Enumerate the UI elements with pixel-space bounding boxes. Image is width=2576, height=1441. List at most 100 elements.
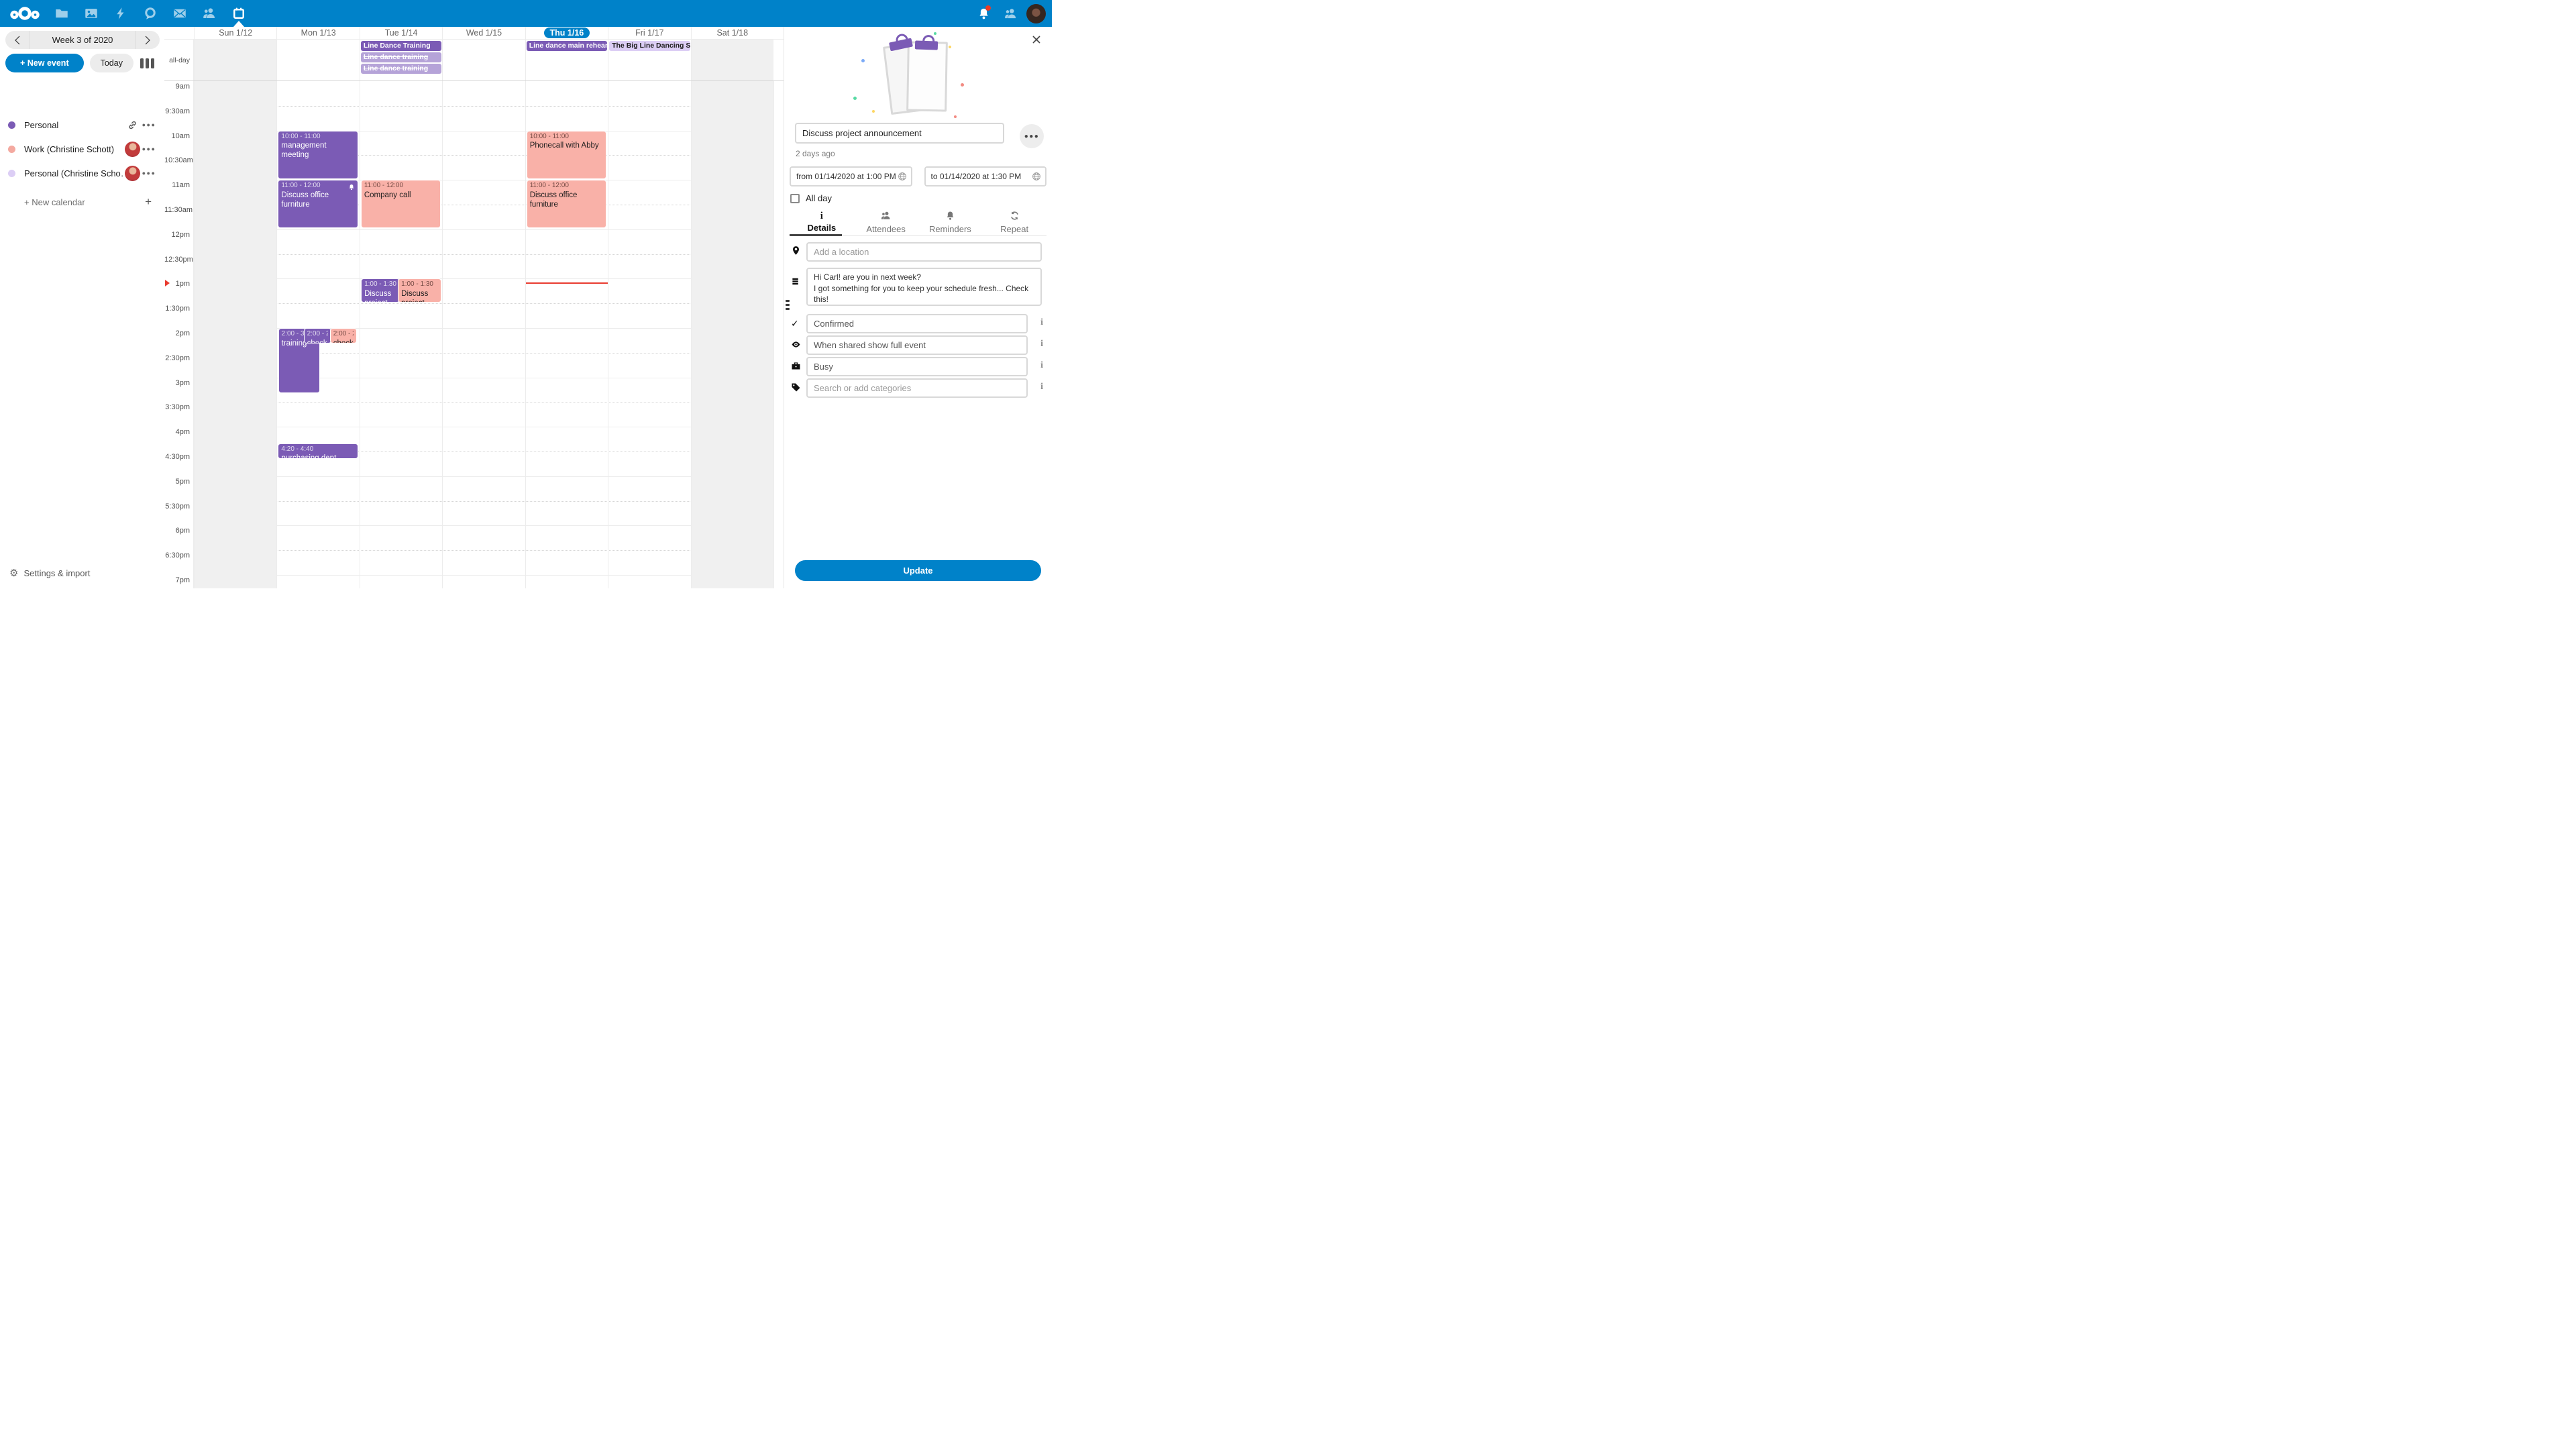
property-select-tag[interactable]: Search or add categories [806,378,1028,398]
app-contacts-icon[interactable] [195,0,224,27]
event[interactable]: 11:00 - 12:00 Company call [360,180,441,229]
day-column[interactable] [442,81,525,588]
all-day-event[interactable]: The Big Line Dancing Show [609,41,690,51]
scroll-spacer [773,27,784,39]
app-activity-icon[interactable] [106,0,136,27]
event[interactable]: 2:00 - 2:20 check-in [329,328,358,344]
day-column[interactable] [608,81,690,588]
start-datetime-field[interactable]: from 01/14/2020 at 1:00 PM [790,166,912,186]
time-label: 4pm [175,428,190,437]
current-time-arrow [165,279,170,286]
end-datetime-field[interactable]: to 01/14/2020 at 1:30 PM [924,166,1046,186]
event-illustration [848,31,989,118]
end-datetime-value: to 01/14/2020 at 1:30 PM [930,172,1022,181]
today-badge: Thu 1/16 [543,28,590,38]
tab-attendees[interactable]: Attendees [854,209,918,235]
all-day-cell[interactable] [276,40,359,81]
event[interactable]: 10:00 - 11:00 management meeting [278,130,358,179]
all-day-cell[interactable]: Line dance main rehearsal [525,40,608,81]
event-actions-menu-button[interactable]: ●●● [1020,124,1044,148]
share-link-icon[interactable] [124,117,140,133]
all-day-event[interactable]: Line dance training [360,64,442,74]
close-icon[interactable] [1031,34,1044,48]
update-button[interactable]: Update [795,560,1041,581]
info-icon[interactable]: i [1040,317,1043,327]
new-calendar-label: + New calendar [24,197,85,207]
previous-week-button[interactable] [5,31,30,49]
day-header-thu[interactable]: Thu 1/16 [525,27,608,39]
tab-details[interactable]: i Details [790,209,854,236]
info-icon[interactable]: i [1040,382,1043,392]
all-day-event[interactable]: Line dance main rehearsal [526,41,608,51]
event-title-input[interactable] [795,123,1004,144]
event[interactable]: 11:00 - 12:00 Discuss office furniture [526,180,607,229]
calendar-menu-icon[interactable]: ●●● [142,170,156,176]
contacts-menu-icon[interactable] [997,0,1024,27]
day-header-sun[interactable]: Sun 1/12 [194,27,276,39]
day-header-wed[interactable]: Wed 1/15 [442,27,525,39]
description-input[interactable] [806,268,1042,306]
event[interactable]: 4:20 - 4:40 purchasing dept [278,443,358,459]
panel-resize-handle[interactable] [786,299,790,310]
sidebar-calendar-item[interactable]: Work (Christine Schott) ●●● [0,137,164,161]
all-day-event[interactable]: Line Dance Training [360,41,442,51]
view-selector-icon[interactable] [140,58,154,68]
today-button[interactable]: Today [89,54,133,72]
app-talk-icon[interactable] [136,0,165,27]
new-event-button[interactable]: + New event [5,54,84,72]
day-column[interactable]: 10:00 - 11:00 Phonecall with Abby 11:00 - … [525,81,608,588]
property-select-check[interactable]: Confirmed [806,314,1028,333]
time-label: 6:30pm [165,551,190,560]
info-icon: i [820,211,823,221]
day-header-tue[interactable]: Tue 1/14 [359,27,442,39]
next-week-button[interactable] [136,31,160,49]
property-select-eye[interactable]: When shared show full event [806,335,1028,355]
tab-reminders[interactable]: Reminders [918,209,983,235]
event[interactable]: 11:00 - 12:00 Discuss office furniture [278,180,358,229]
people-icon [881,211,891,223]
sidebar-calendar-item[interactable]: Personal (Christine Scho… ●●● [0,161,164,185]
week-label[interactable]: Week 3 of 2020 [30,31,136,49]
time-axis: 9am 9:30am 10am 10:30am 11am 11:30am 12pm 12:30… [164,81,194,588]
all-day-cell[interactable]: The Big Line Dancing Show [608,40,690,81]
location-input[interactable] [806,242,1042,262]
all-day-checkbox[interactable]: All day [790,193,832,203]
all-day-cell[interactable] [690,40,773,81]
new-calendar-button[interactable]: + New calendar + [0,191,164,213]
nextcloud-logo-icon[interactable] [9,5,40,22]
day-column[interactable] [690,81,773,588]
check-icon: ✓ [791,318,799,329]
day-column[interactable]: 10:00 - 11:00 management meeting 11:00 - 1… [276,81,359,588]
info-icon[interactable]: i [1040,339,1043,349]
day-header-sat[interactable]: Sat 1/18 [690,27,773,39]
property-select-briefcase[interactable]: Busy [806,357,1028,376]
day-column[interactable] [194,81,277,588]
all-day-event[interactable]: Line dance training [360,52,442,63]
notifications-bell-icon[interactable] [970,0,997,27]
tab-label: Reminders [928,224,971,234]
tab-repeat[interactable]: Repeat [982,209,1046,235]
app-calendar-icon[interactable] [224,0,254,27]
app-mail-icon[interactable] [165,0,195,27]
time-label: 10:30am [164,156,193,165]
sidebar-calendar-item[interactable]: Personal ●●● [0,113,164,137]
app-files-icon[interactable] [47,0,76,27]
app-photos-icon[interactable] [76,0,106,27]
scrollbar-gutter[interactable] [773,81,784,588]
day-column[interactable]: 11:00 - 12:00 Company call 1:00 - 1:30 Disc… [359,81,442,588]
event[interactable]: 2:00 - 2:20 check-in [303,328,332,344]
day-header-fri[interactable]: Fri 1/17 [608,27,690,39]
settings-import-button[interactable]: ⚙ Settings & import [0,563,164,583]
info-icon[interactable]: i [1040,360,1043,370]
user-avatar[interactable] [1026,3,1046,23]
event[interactable]: 10:00 - 11:00 Phonecall with Abby [526,130,607,179]
calendar-menu-icon[interactable]: ●●● [142,121,156,128]
all-day-cell[interactable] [442,40,525,81]
all-day-cell[interactable] [194,40,277,81]
day-header-mon[interactable]: Mon 1/13 [276,27,359,39]
event-title: Discuss office furniture [281,191,329,209]
all-day-cell[interactable]: Line Dance Training Line dance training Li… [359,40,442,81]
calendar-menu-icon[interactable]: ●●● [142,146,156,152]
